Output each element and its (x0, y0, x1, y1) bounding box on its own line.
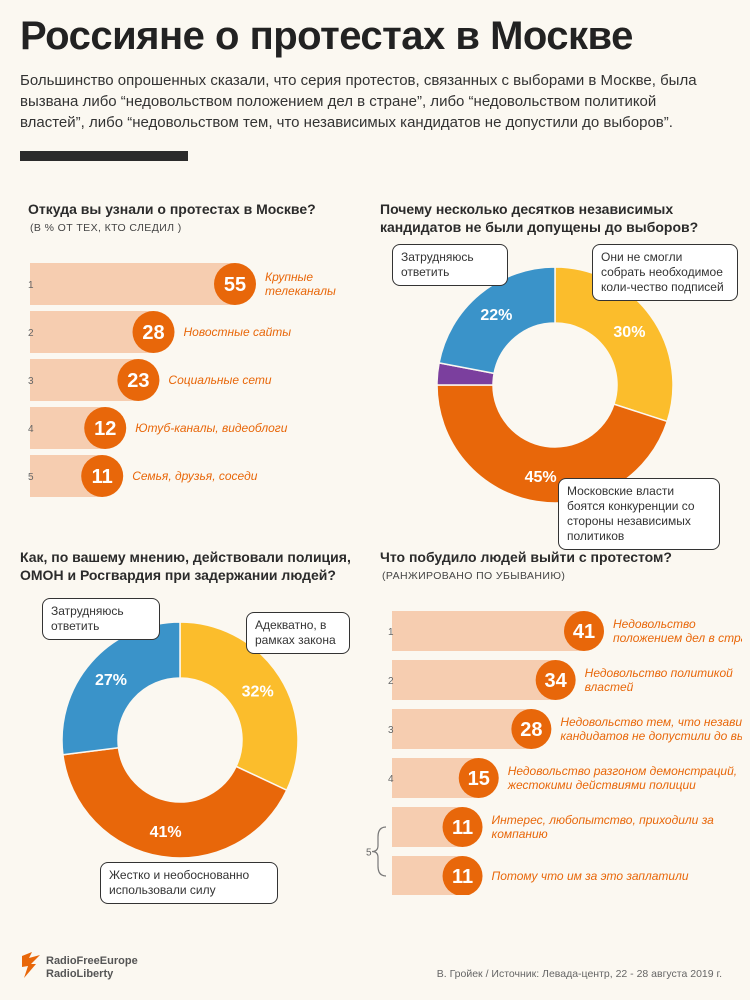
police-slice-label: 32% (242, 684, 274, 701)
motives-rank-label: 2 (388, 676, 394, 687)
motives-category-label: Недовольство политикой (585, 666, 733, 680)
motives-rank-label: 4 (388, 774, 394, 785)
motives-category-label: кандидатов не допустили до выборов (560, 729, 742, 743)
police-slice (179, 621, 299, 792)
police-slice (61, 621, 181, 756)
reasons-question: Почему несколько десятков независимых ка… (380, 201, 699, 235)
motives-value-circle (442, 807, 483, 847)
motives-category-label: компанию (492, 827, 548, 841)
motives-value-circle (442, 856, 483, 895)
logo-line-1: RadioFreeEurope (46, 955, 138, 967)
sources-value-circle (81, 455, 124, 497)
sources-value-label: 55 (224, 274, 246, 296)
sources-category-label: Семья, друзья, соседи (132, 469, 258, 483)
police-slice-label: 41% (150, 824, 182, 841)
motives-category-label: властей (585, 680, 634, 694)
motives-bar (392, 709, 532, 749)
sources-subtitle: (В % ОТ ТЕХ, КТО СЛЕДИЛ ) (30, 222, 182, 234)
sources-value-label: 28 (142, 322, 164, 344)
sources-value-circle (117, 359, 160, 401)
sources-category-label: Ютуб-каналы, видеоблоги (135, 421, 288, 435)
motives-value-label: 11 (452, 866, 473, 888)
police-donut-chart: 32% 41% 27% (61, 621, 299, 859)
reasons-slice-label: 45% (525, 469, 557, 486)
motives-rank-label: 3 (388, 725, 394, 736)
sources-rank-label: 4 (28, 424, 34, 435)
motives-category-label: положением дел в стране (613, 631, 742, 645)
motives-category-label: Недовольство разгоном демонстраций, (508, 764, 737, 778)
reasons-bubble-fear: Московские власти боятся конкуренции со … (558, 478, 720, 550)
sources-rank-label: 2 (28, 328, 34, 339)
motives-value-circle (535, 660, 576, 700)
police-bubble-unsure: Затрудняюсь ответить (42, 598, 160, 640)
reasons-bubble-unsure: Затрудняюсь ответить (392, 244, 508, 286)
sources-value-label: 11 (92, 466, 113, 488)
motives-rank-brace (371, 826, 387, 877)
sources-value-label: 12 (94, 418, 116, 440)
police-question: Как, по вашему мнению, действовали полиц… (20, 549, 351, 583)
motives-rank-label: 5 (366, 848, 372, 859)
motives-value-circle (458, 758, 499, 798)
motives-value-label: 15 (468, 768, 490, 790)
motives-value-label: 28 (520, 719, 542, 741)
reasons-slice (438, 266, 556, 375)
motives-category-label: Недовольство тем, что независимых (560, 715, 742, 729)
motives-value-label: 41 (573, 621, 595, 643)
reasons-slice-label: 30% (613, 324, 645, 341)
motives-value-circle (564, 611, 604, 651)
motives-value-label: 34 (545, 670, 568, 692)
motives-bar (392, 660, 556, 700)
motives-value-circle (511, 709, 552, 749)
logo-line-2: RadioLiberty (46, 968, 114, 980)
sources-rank-label: 3 (28, 376, 34, 387)
sources-category-label: телеканалы (265, 284, 336, 298)
logo-mark-icon (22, 952, 40, 978)
police-slice-label: 27% (95, 672, 127, 689)
motives-subtitle: (РАНЖИРОВАНО ПО УБЫВАНИЮ) (382, 570, 566, 582)
sources-value-label: 23 (127, 370, 149, 392)
sources-value-circle (214, 263, 256, 305)
sources-category-label: Социальные сети (168, 373, 271, 387)
sources-question: Откуда вы узнали о протестах в Москве? (28, 201, 316, 217)
sources-bar (30, 263, 235, 305)
motives-rank-label: 1 (388, 627, 394, 638)
motives-value-label: 11 (452, 817, 473, 839)
motives-category-label: Интерес, любопытство, приходили за (492, 813, 715, 827)
sources-category-label: Новостные сайты (184, 325, 292, 339)
reasons-donut-chart: 30% 45% 22% (436, 266, 674, 504)
sources-value-circle (84, 407, 127, 449)
police-bubble-adequate: Адекватно, в рамках закона (246, 612, 350, 654)
sources-value-circle (132, 311, 175, 353)
sources-category-label: Крупные (265, 270, 313, 284)
reasons-bubble-signatures: Они не смогли собрать необходимое коли-ч… (592, 244, 738, 301)
police-bubble-harsh: Жестко и необоснованно использовали силу (100, 862, 278, 904)
title-underline (20, 151, 188, 161)
motives-bar (392, 611, 584, 651)
sources-rank-label: 5 (28, 472, 34, 483)
motives-category-label: жестокими действиями полиции (507, 778, 696, 792)
intro-text: Большинство опрошенных сказали, что сери… (20, 72, 697, 131)
reasons-slice-label: 22% (480, 307, 512, 324)
sources-rank-label: 1 (28, 280, 34, 291)
source-credit: В. Гройек / Источник: Левада-центр, 22 -… (436, 968, 722, 980)
motives-question: Что побудило людей выйти с протестом? (380, 549, 672, 565)
page-title: Россияне о протестах в Москве (20, 14, 633, 58)
police-slice (62, 746, 288, 859)
motives-category-label: Потому что им за это заплатили (492, 869, 689, 883)
motives-category-label: Недовольство (613, 617, 696, 631)
